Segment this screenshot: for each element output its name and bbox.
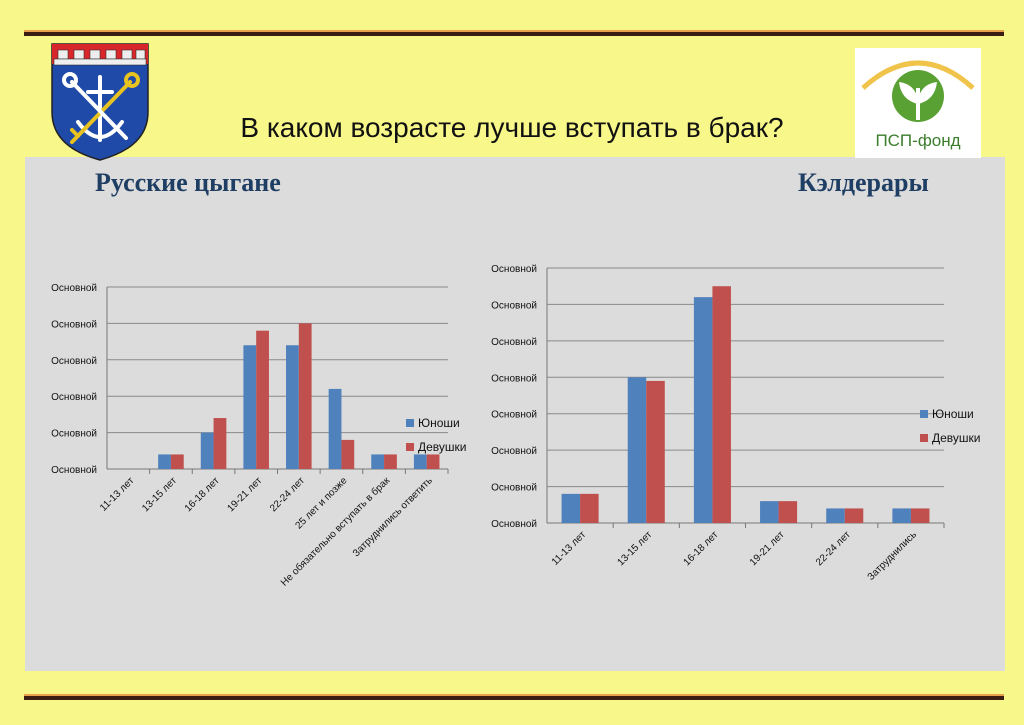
chart1-x-tick-label: 16-18 лет bbox=[682, 529, 721, 568]
chart0-bar-boys bbox=[243, 345, 257, 469]
chart1-y-tick-label: Основной bbox=[491, 410, 537, 421]
chart1-bar-girls bbox=[778, 501, 798, 523]
psp-fond-logo-text: ПСП-фонд bbox=[875, 131, 960, 150]
chart1-bar-girls bbox=[580, 493, 599, 523]
coat-of-arms-icon bbox=[51, 43, 149, 161]
chart0-y-tick-label: Основной bbox=[51, 429, 97, 440]
chart1-bar-boys bbox=[561, 493, 581, 523]
bottom-rule bbox=[24, 694, 1004, 700]
chart0-legend-label: Юноши bbox=[418, 416, 460, 430]
chart0-bar-boys bbox=[328, 388, 342, 469]
chart1-legend-swatch bbox=[920, 410, 928, 418]
chart1-legend-swatch bbox=[920, 434, 928, 442]
chart1-bar-boys bbox=[760, 501, 779, 523]
chart1-bar-boys bbox=[826, 508, 845, 523]
chart0-y-tick-label: Основной bbox=[51, 465, 97, 476]
chart1-x-tick-label: 22-24 лет bbox=[814, 529, 853, 568]
chart0-bar-boys bbox=[158, 454, 171, 469]
chart1-y-tick-label: Основной bbox=[491, 337, 537, 348]
chart0-legend-swatch bbox=[406, 419, 414, 427]
chart1-bar-girls bbox=[712, 286, 731, 523]
chart1-y-tick-label: Основной bbox=[491, 483, 537, 494]
chart0-bar-girls bbox=[213, 418, 227, 469]
psp-fond-logo: ПСП-фонд bbox=[855, 48, 981, 158]
chart1-bar-girls bbox=[844, 508, 864, 523]
chart-title-russian-gypsies: Русские цыгане bbox=[95, 168, 281, 197]
chart1-y-tick-label: Основной bbox=[491, 446, 537, 457]
top-rule bbox=[24, 30, 1004, 36]
chart1-x-tick-label: 19-21 лет bbox=[748, 529, 787, 568]
chart-title-kelderary: Кэлдерары bbox=[798, 168, 929, 197]
chart0-bar-girls bbox=[426, 454, 440, 469]
chart0-y-tick-label: Основной bbox=[51, 283, 97, 294]
chart0-bar-boys bbox=[286, 345, 299, 469]
chart1-bar-boys bbox=[892, 508, 911, 523]
psp-fond-leaf-icon: ПСП-фонд bbox=[861, 60, 975, 150]
chart1-y-tick-label: Основной bbox=[491, 264, 537, 275]
chart1-y-tick-label: Основной bbox=[491, 373, 537, 384]
chart1-x-tick-label: 11-13 лет bbox=[550, 529, 589, 568]
chart0-bar-girls bbox=[256, 330, 269, 469]
chart0-legend-label: Девушки bbox=[418, 440, 467, 454]
chart0-bar-boys bbox=[413, 454, 427, 469]
chart1-bar-boys bbox=[693, 297, 713, 523]
chart0-y-tick-label: Основной bbox=[51, 319, 97, 330]
chart1-y-tick-label: Основной bbox=[491, 519, 537, 530]
chart0-y-tick-label: Основной bbox=[51, 392, 97, 403]
chart1-x-tick-label: 13-15 лет bbox=[615, 529, 654, 568]
chart0-bar-girls bbox=[298, 323, 312, 469]
chart0-legend-swatch bbox=[406, 443, 414, 451]
chart1-y-tick-label: Основной bbox=[491, 300, 537, 311]
chart0-bar-boys bbox=[200, 432, 214, 469]
chart0-bar-girls bbox=[170, 454, 184, 469]
slide-title: В каком возрасте лучше вступать в брак? bbox=[240, 112, 784, 143]
chart0-bar-boys bbox=[371, 454, 385, 469]
chart0-y-tick-label: Основной bbox=[51, 356, 97, 367]
chart1-bar-girls bbox=[910, 508, 930, 523]
chart1-bar-girls bbox=[646, 380, 665, 523]
chart1-bar-boys bbox=[627, 377, 647, 523]
chart1-legend-label: Девушки bbox=[932, 431, 981, 445]
chart0-bar-girls bbox=[341, 439, 355, 469]
chart0-bar-girls bbox=[384, 454, 397, 469]
chart1-legend-label: Юноши bbox=[932, 407, 974, 421]
chart1-x-tick-label: Затруднились bbox=[866, 529, 919, 582]
